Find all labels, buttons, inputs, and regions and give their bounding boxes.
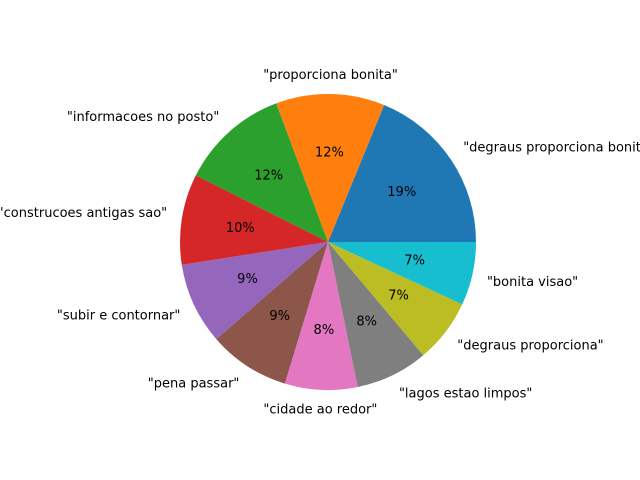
slice-label-3: "informacoes no posto" [67, 110, 219, 125]
slice-percent-3: 12% [254, 168, 283, 183]
pie-slices [180, 94, 476, 390]
slice-percent-4: 10% [226, 221, 255, 236]
slice-percent-5: 9% [237, 272, 258, 287]
slice-percent-2: 12% [315, 146, 344, 161]
slice-percent-10: 7% [404, 254, 425, 269]
slice-label-5: "subir e contornar" [57, 308, 181, 323]
slice-label-9: "degraus proporciona" [457, 339, 603, 354]
slice-percent-1: 19% [387, 185, 416, 200]
slice-label-4: "construcoes antigas sao" [0, 206, 167, 221]
slice-label-7: "cidade ao redor" [263, 402, 377, 417]
slice-percent-6: 9% [269, 309, 290, 324]
slice-label-8: "lagos estao limpos" [399, 386, 532, 401]
slice-label-1: "degraus proporciona bonita" [463, 140, 640, 155]
slice-label-2: "proporciona bonita" [263, 68, 398, 83]
slice-percent-8: 8% [356, 314, 377, 329]
slice-label-10: "bonita visao" [487, 275, 578, 290]
slice-label-6: "pena passar" [148, 376, 240, 391]
slice-percent-7: 8% [314, 323, 335, 338]
slice-percent-9: 7% [388, 288, 409, 303]
